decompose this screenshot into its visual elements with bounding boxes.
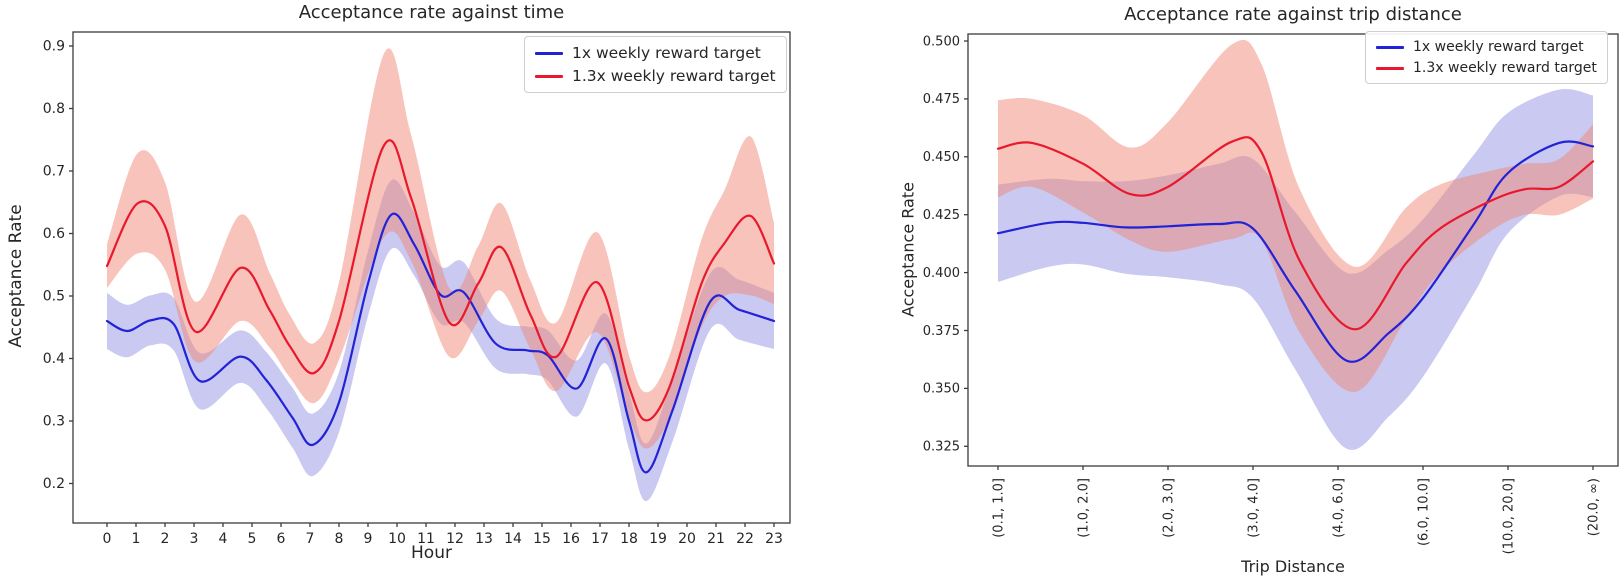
x-tick-label: 6 — [277, 531, 286, 547]
legend-item-1x: 1x weekly reward target — [1376, 39, 1597, 55]
x-tick-label: 18 — [620, 531, 638, 547]
legend-label: 1.3x weekly reward target — [572, 67, 776, 85]
legend-label: 1x weekly reward target — [1413, 39, 1584, 55]
plot-content — [996, 39, 1595, 450]
x-axis-label: Hour — [411, 543, 452, 563]
legend-line-red-icon — [1376, 66, 1404, 70]
y-tick-label: 0.500 — [923, 34, 960, 49]
x-tick-label: 15 — [533, 531, 551, 547]
y-tick-label: 0.425 — [923, 208, 960, 223]
x-tick-label: 20 — [678, 531, 696, 547]
x-tick-label: 16 — [562, 531, 580, 547]
x-tick-label: 10 — [388, 531, 406, 547]
chart-title: Acceptance rate against trip distance — [1124, 4, 1462, 25]
plot-content — [105, 48, 776, 502]
chart-title: Acceptance rate against time — [298, 2, 565, 23]
legend-item-1p3x: 1.3x weekly reward target — [535, 67, 776, 85]
x-tick-label: (20.0, ∞) — [1586, 478, 1601, 536]
x-tick-label: 2 — [161, 531, 170, 547]
chart-acceptance-vs-time: 0.2 0.3 0.4 0.5 0.6 0.7 0.8 0.9 0 1 2 3 4 5 6 7 8 9 10 11 12… — [6, 2, 791, 563]
chart-acceptance-vs-trip-distance: 0.325 0.350 0.375 0.400 0.425 0.450 0.475 0.500… — [880, 0, 1624, 583]
x-tick-label: 1 — [132, 531, 141, 547]
y-tick-label: 0.400 — [923, 266, 960, 281]
series-line-1x — [105, 212, 776, 474]
x-tick-label: 9 — [364, 531, 373, 547]
y-tick-label: 0.325 — [923, 440, 960, 455]
x-tick-label: 14 — [504, 531, 522, 547]
legend-label: 1x weekly reward target — [572, 44, 761, 62]
y-tick-label: 0.475 — [923, 92, 960, 107]
x-tick-label: (1.0, 2.0] — [1076, 478, 1091, 538]
x-tick-label: 12 — [446, 531, 464, 547]
x-tick-label: (0.1, 1.0] — [991, 478, 1006, 538]
x-tick-label: 21 — [707, 531, 725, 547]
y-tick-label: 0.8 — [43, 101, 65, 117]
confidence-band-1.3x — [107, 48, 774, 449]
x-tick-label: (2.0, 3.0] — [1161, 478, 1176, 538]
y-tick-label: 0.9 — [43, 39, 65, 55]
series-line-1.3x — [996, 136, 1595, 331]
x-tick-label: 3 — [190, 531, 199, 547]
legend-line-blue-icon — [535, 51, 563, 55]
series-line-1x — [996, 140, 1595, 363]
x-tick-label: 4 — [219, 531, 228, 547]
x-tick-label: 23 — [765, 531, 783, 547]
confidence-band-1x — [107, 179, 774, 502]
legend: 1x weekly reward target 1.3x weekly rewa… — [1365, 31, 1608, 84]
y-axis-label: Acceptance Rate — [6, 204, 26, 348]
legend-item-1x: 1x weekly reward target — [535, 44, 776, 62]
legend-line-blue-icon — [1376, 45, 1404, 49]
x-tick-label: 13 — [475, 531, 493, 547]
x-tick-label: (6.0, 10.0] — [1416, 478, 1431, 546]
legend-item-1p3x: 1.3x weekly reward target — [1376, 60, 1597, 76]
x-tick-label: (4.0, 6.0] — [1331, 478, 1346, 538]
x-tick-label: 17 — [591, 531, 609, 547]
x-axis-label: Trip Distance — [1241, 557, 1345, 576]
plot-area-trip-distance: 0.325 0.350 0.375 0.400 0.425 0.450 0.475 0.500… — [923, 33, 1619, 554]
legend: 1x weekly reward target 1.3x weekly rewa… — [524, 36, 787, 93]
x-tick-label: 8 — [335, 531, 344, 547]
legend-line-red-icon — [535, 74, 563, 78]
confidence-band-1.3x — [998, 39, 1593, 393]
series-line-1.3x — [105, 139, 776, 422]
x-tick-label: 11 — [417, 531, 435, 547]
x-tick-label: 22 — [736, 531, 754, 547]
legend-label: 1.3x weekly reward target — [1413, 60, 1597, 76]
x-axis: 0 1 2 3 4 5 6 7 8 9 10 11 12 13 14 15 16 17 18 19 20 21 22 23 — [103, 523, 783, 547]
y-axis: 0.2 0.3 0.4 0.5 0.6 0.7 0.8 0.9 — [43, 39, 73, 492]
x-tick-label: 5 — [248, 531, 257, 547]
y-tick-label: 0.5 — [43, 289, 65, 305]
y-tick-label: 0.350 — [923, 382, 960, 397]
y-tick-label: 0.6 — [43, 226, 65, 242]
x-tick-label: (10.0, 20.0] — [1501, 478, 1516, 554]
y-tick-label: 0.2 — [43, 476, 65, 492]
y-tick-label: 0.375 — [923, 324, 960, 339]
plot-border — [72, 31, 791, 524]
x-axis: (0.1, 1.0] (1.0, 2.0] (2.0, 3.0] (3.0, 4.0]… — [991, 466, 1601, 554]
y-tick-label: 0.7 — [43, 164, 65, 180]
plot-area-time: 0.20.30.40.50.60.70.80.90 1 2 3 4 5 6 7 8 9 10 11 12… — [43, 31, 791, 547]
x-tick-label: 7 — [306, 531, 315, 547]
y-axis-label: Acceptance Rate — [898, 182, 918, 317]
x-tick-label: 19 — [649, 531, 667, 547]
y-tick-label: 0.450 — [923, 150, 960, 165]
y-axis: 0.325 0.350 0.375 0.400 0.425 0.450 0.475 0.500 — [923, 34, 968, 455]
y-tick-label: 0.3 — [43, 414, 65, 430]
x-tick-label: (3.0, 4.0] — [1246, 478, 1261, 538]
y-tick-label: 0.4 — [43, 351, 65, 367]
plot-border — [967, 33, 1619, 467]
x-tick-label: 0 — [103, 531, 112, 547]
